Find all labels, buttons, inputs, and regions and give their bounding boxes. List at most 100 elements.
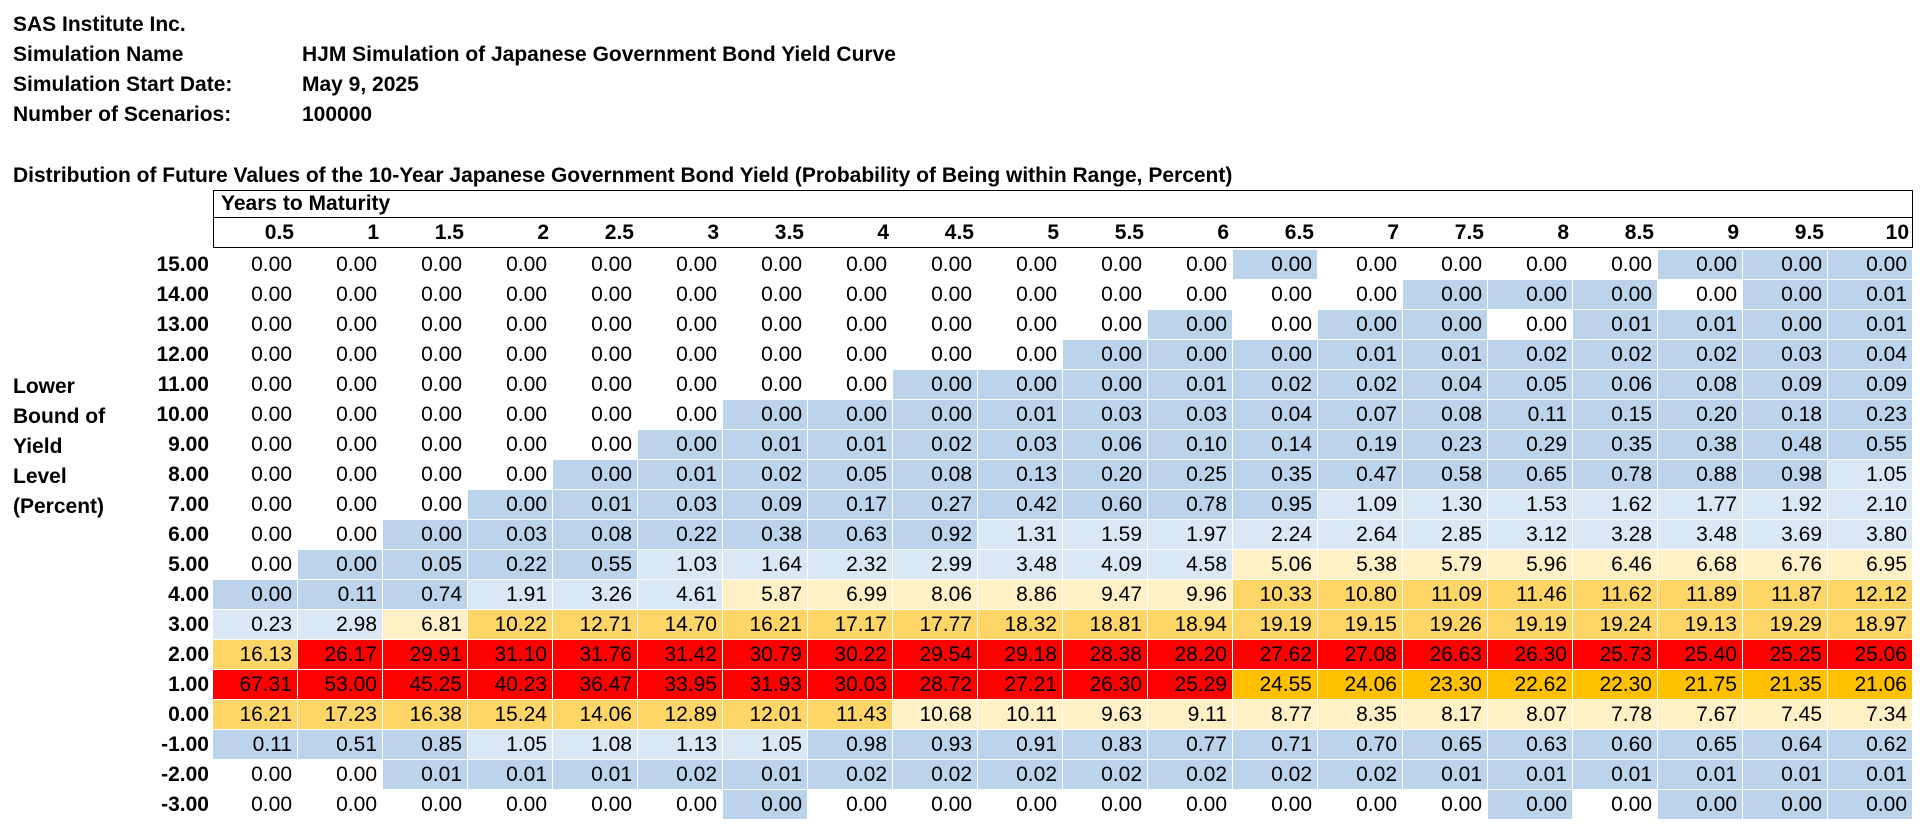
table-cell: 12.71	[553, 610, 637, 639]
table-cell: 1.13	[638, 730, 722, 759]
table-cell: 0.00	[213, 790, 297, 819]
table-cell: 0.00	[1063, 280, 1147, 309]
table-cell: 29.54	[893, 640, 977, 669]
table-cell: 9.11	[1148, 700, 1232, 729]
table-cell: 0.00	[468, 460, 552, 489]
table-cell: 0.91	[978, 730, 1062, 759]
table-cell: 0.22	[638, 520, 722, 549]
table-cell: 0.92	[893, 520, 977, 549]
table-cell: 2.24	[1233, 520, 1317, 549]
table-cell: 0.02	[1488, 340, 1572, 369]
row-axis-label-line: Level	[13, 465, 67, 488]
table-cell: 0.85	[383, 730, 467, 759]
maturity-header-row: 0.5 1 1.5 2 2.5 3 3.5 4 4.5 5 5.5 6 6.5 7 7.5 8 8.5 9 9.5 1…	[213, 218, 1913, 248]
table-cell: 3.48	[1658, 520, 1742, 549]
table-cell: 29.91	[383, 640, 467, 669]
table-cell: 0.07	[1318, 400, 1402, 429]
table-cell: 0.00	[1233, 280, 1317, 309]
table-cell: 0.00	[808, 280, 892, 309]
table-cell: 0.05	[383, 550, 467, 579]
table-cell: 0.00	[298, 460, 382, 489]
table-cell: 0.02	[808, 760, 892, 789]
table-cell: 0.02	[723, 460, 807, 489]
table-cell: 21.06	[1828, 670, 1912, 699]
table-cell: 26.30	[1488, 640, 1572, 669]
table-cell: 0.00	[893, 250, 977, 279]
table-cell: 0.64	[1743, 730, 1827, 759]
table-cell: 2.10	[1828, 490, 1912, 519]
table-cell: 0.25	[1148, 460, 1232, 489]
table-cell: 0.00	[638, 400, 722, 429]
table-cell: 27.62	[1233, 640, 1317, 669]
table-cell: 0.10	[1148, 430, 1232, 459]
row-axis-label-line: Lower	[13, 375, 75, 398]
table-cell: 36.47	[553, 670, 637, 699]
row-axis-label-line: (Percent)	[13, 495, 105, 518]
table-cell: 33.95	[638, 670, 722, 699]
table-cell: 10.11	[978, 700, 1062, 729]
table-cell: 0.00	[383, 430, 467, 459]
table-cell: 0.00	[1658, 250, 1742, 279]
table-cell: 0.00	[808, 370, 892, 399]
table-cell: 28.38	[1063, 640, 1147, 669]
maturity-header: 2.5	[604, 221, 634, 244]
table-cell: 0.00	[978, 280, 1062, 309]
row-axis-label-line: Yield	[13, 435, 63, 458]
table-cell: 11.89	[1658, 580, 1742, 609]
table-cell: 0.63	[1488, 730, 1572, 759]
table-cell: 0.65	[1658, 730, 1742, 759]
table-cell: 0.00	[978, 340, 1062, 369]
table-cell: 0.01	[1658, 760, 1742, 789]
maturity-header: 1	[367, 221, 379, 244]
table-cell: 1.05	[723, 730, 807, 759]
table-cell: 0.00	[383, 790, 467, 819]
table-cell: 0.70	[1318, 730, 1402, 759]
table-cell: 0.78	[1148, 490, 1232, 519]
table-cell: 0.00	[468, 310, 552, 339]
table-cell: 0.55	[1828, 430, 1912, 459]
table-cell: 25.29	[1148, 670, 1232, 699]
table-cell: 0.00	[298, 550, 382, 579]
company-name: SAS Institute Inc.	[13, 13, 186, 36]
table-cell: 1.92	[1743, 490, 1827, 519]
maturity-header: 9	[1727, 221, 1739, 244]
table-cell: 0.00	[1403, 280, 1487, 309]
table-cell: 0.65	[1488, 460, 1572, 489]
table-cell: 18.81	[1063, 610, 1147, 639]
table-cell: 0.00	[1573, 790, 1657, 819]
table-cell: 0.00	[213, 520, 297, 549]
table-cell: 0.20	[1063, 460, 1147, 489]
table-cell: 19.13	[1658, 610, 1742, 639]
row-bound-label: -1.00	[161, 733, 209, 756]
table-cell: 0.00	[978, 310, 1062, 339]
table-cell: 9.96	[1148, 580, 1232, 609]
table-cell: 0.00	[1148, 310, 1232, 339]
table-cell: 0.74	[383, 580, 467, 609]
table-cell: 11.43	[808, 700, 892, 729]
table-cell: 0.00	[298, 280, 382, 309]
table-cell: 0.48	[1743, 430, 1827, 459]
table-cell: 0.01	[1828, 310, 1912, 339]
table-cell: 0.00	[468, 280, 552, 309]
table-cell: 0.14	[1233, 430, 1317, 459]
table-cell: 16.21	[723, 610, 807, 639]
table-cell: 28.20	[1148, 640, 1232, 669]
table-cell: 0.00	[298, 760, 382, 789]
table-cell: 0.01	[1573, 310, 1657, 339]
table-cell: 0.00	[1233, 340, 1317, 369]
table-cell: 0.00	[1828, 250, 1912, 279]
table-cell: 1.64	[723, 550, 807, 579]
table-cell: 2.98	[298, 610, 382, 639]
simulation-name-label: Simulation Name	[13, 43, 184, 66]
table-cell: 0.00	[1063, 340, 1147, 369]
row-bound-label: -3.00	[161, 793, 209, 816]
table-cell: 0.00	[298, 790, 382, 819]
table-cell: 0.02	[893, 430, 977, 459]
table-cell: 0.00	[1148, 340, 1232, 369]
table-cell: 1.05	[1828, 460, 1912, 489]
table-cell: 1.08	[553, 730, 637, 759]
table-cell: 0.23	[1828, 400, 1912, 429]
maturity-header: 10	[1885, 221, 1909, 244]
table-cell: 0.00	[1318, 310, 1402, 339]
table-cell: 0.05	[1488, 370, 1572, 399]
